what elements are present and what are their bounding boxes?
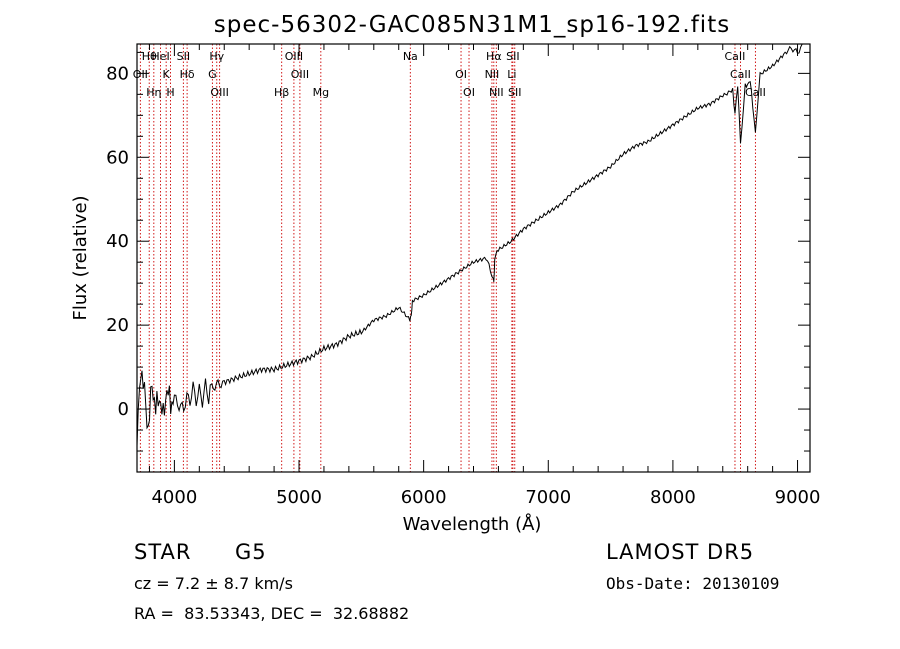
line-marker-label: CaII (730, 68, 751, 81)
line-marker-label: HeI (151, 50, 169, 63)
redshift-text: cz = 7.2 ± 8.7 km/s (134, 574, 293, 593)
line-marker-label: Hγ (209, 50, 224, 63)
obsdate-text: Obs-Date: 20130109 (606, 574, 780, 593)
spectrum-plot: spec-56302-GAC085N31M1_sp16-192.fits Hθ O… (70, 12, 821, 535)
line-marker-label: OIII (285, 50, 303, 63)
y-tick-label: 40 (106, 231, 129, 252)
x-tick-label: 4000 (151, 487, 197, 508)
line-marker-label: Hδ (180, 68, 195, 81)
subclass-label: G5 (235, 540, 267, 564)
coordinates-text: RA = 83.53343, DEC = 32.68882 (134, 604, 410, 623)
line-marker-label: OI (455, 68, 467, 81)
y-axis-ticks: 0 20 40 60 80 (106, 51, 810, 452)
line-marker-label: H (166, 86, 174, 99)
line-marker-label: SII (506, 50, 519, 63)
x-tick-label: 7000 (525, 487, 571, 508)
line-marker-label: SII (177, 50, 190, 63)
chart-title: spec-56302-GAC085N31M1_sp16-192.fits (214, 12, 730, 38)
line-marker-label: CaII (725, 50, 746, 63)
line-marker-label: NII (485, 68, 500, 81)
line-marker-label: G (208, 68, 217, 81)
x-tick-label: 8000 (650, 487, 696, 508)
y-tick-label: 0 (118, 399, 129, 420)
y-tick-label: 20 (106, 315, 129, 336)
line-marker-label: CaII (745, 86, 766, 99)
emission-line-labels: HθOIIHηHeIKHSIIHδOIIIHγGHβOIIIOIIIMgNaOI… (133, 50, 766, 99)
line-marker-label: Mg (313, 86, 329, 99)
line-marker-label: K (163, 68, 171, 81)
survey-label: LAMOST DR5 (606, 540, 755, 564)
line-marker-label: NII (489, 86, 504, 99)
spectrum-line (136, 43, 804, 446)
x-tick-label: 6000 (401, 487, 447, 508)
line-marker-label: Hβ (274, 86, 289, 99)
x-tick-label: 5000 (276, 487, 322, 508)
line-marker-label: OIII (210, 86, 228, 99)
y-tick-label: 80 (106, 63, 129, 84)
class-label: STAR (134, 540, 192, 564)
x-axis-label: Wavelength (Å) (403, 513, 542, 535)
y-axis-label: Flux (relative) (70, 195, 91, 320)
line-marker-label: OI (463, 86, 475, 99)
plot-frame (136, 43, 811, 473)
line-marker-label: OIII (291, 68, 309, 81)
line-marker-label: OII (133, 68, 148, 81)
line-marker-label: Hθ (142, 50, 157, 63)
line-marker-label: SII (508, 86, 521, 99)
x-axis-ticks: 4000 5000 6000 7000 8000 9000 (148, 44, 821, 508)
x-tick-label: 9000 (775, 487, 821, 508)
line-marker-label: Li (507, 68, 516, 81)
y-tick-label: 60 (106, 147, 129, 168)
line-marker-label: Hα (486, 50, 502, 63)
line-marker-label: Na (403, 50, 418, 63)
line-marker-label: Hη (146, 86, 161, 99)
emission-line-markers (139, 44, 756, 472)
